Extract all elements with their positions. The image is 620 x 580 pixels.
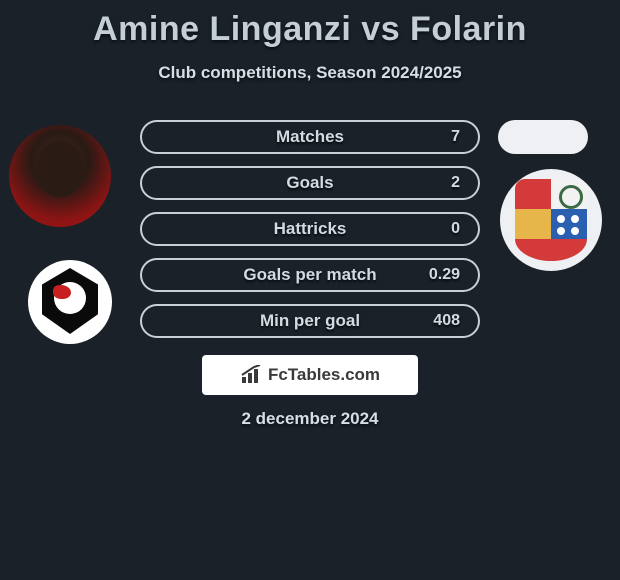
stat-row-matches: Matches 7 <box>140 120 480 154</box>
stat-label: Goals per match <box>243 265 376 285</box>
stat-row-goals-per-match: Goals per match 0.29 <box>140 258 480 292</box>
club-left-badge <box>28 260 112 344</box>
stat-label: Goals <box>286 173 333 193</box>
stat-row-hattricks: Hattricks 0 <box>140 212 480 246</box>
player-left-avatar <box>9 125 111 227</box>
stat-value: 2 <box>451 174 460 192</box>
stat-value: 0.29 <box>429 266 460 284</box>
stats-panel: Matches 7 Goals 2 Hattricks 0 Goals per … <box>140 120 480 350</box>
stat-row-min-per-goal: Min per goal 408 <box>140 304 480 338</box>
player-right-avatar-placeholder <box>498 120 588 154</box>
bar-chart-icon <box>240 365 264 385</box>
stat-value: 0 <box>451 220 460 238</box>
stat-label: Matches <box>276 127 344 147</box>
stat-value: 408 <box>433 312 460 330</box>
brand-label: FcTables.com <box>268 365 380 385</box>
club-right-badge <box>500 169 602 271</box>
stat-label: Hattricks <box>274 219 347 239</box>
stat-row-goals: Goals 2 <box>140 166 480 200</box>
brand-box[interactable]: FcTables.com <box>202 355 418 395</box>
stat-value: 7 <box>451 128 460 146</box>
stat-label: Min per goal <box>260 311 360 331</box>
date-label: 2 december 2024 <box>0 409 620 429</box>
page-title: Amine Linganzi vs Folarin <box>0 0 620 49</box>
subtitle: Club competitions, Season 2024/2025 <box>0 63 620 83</box>
